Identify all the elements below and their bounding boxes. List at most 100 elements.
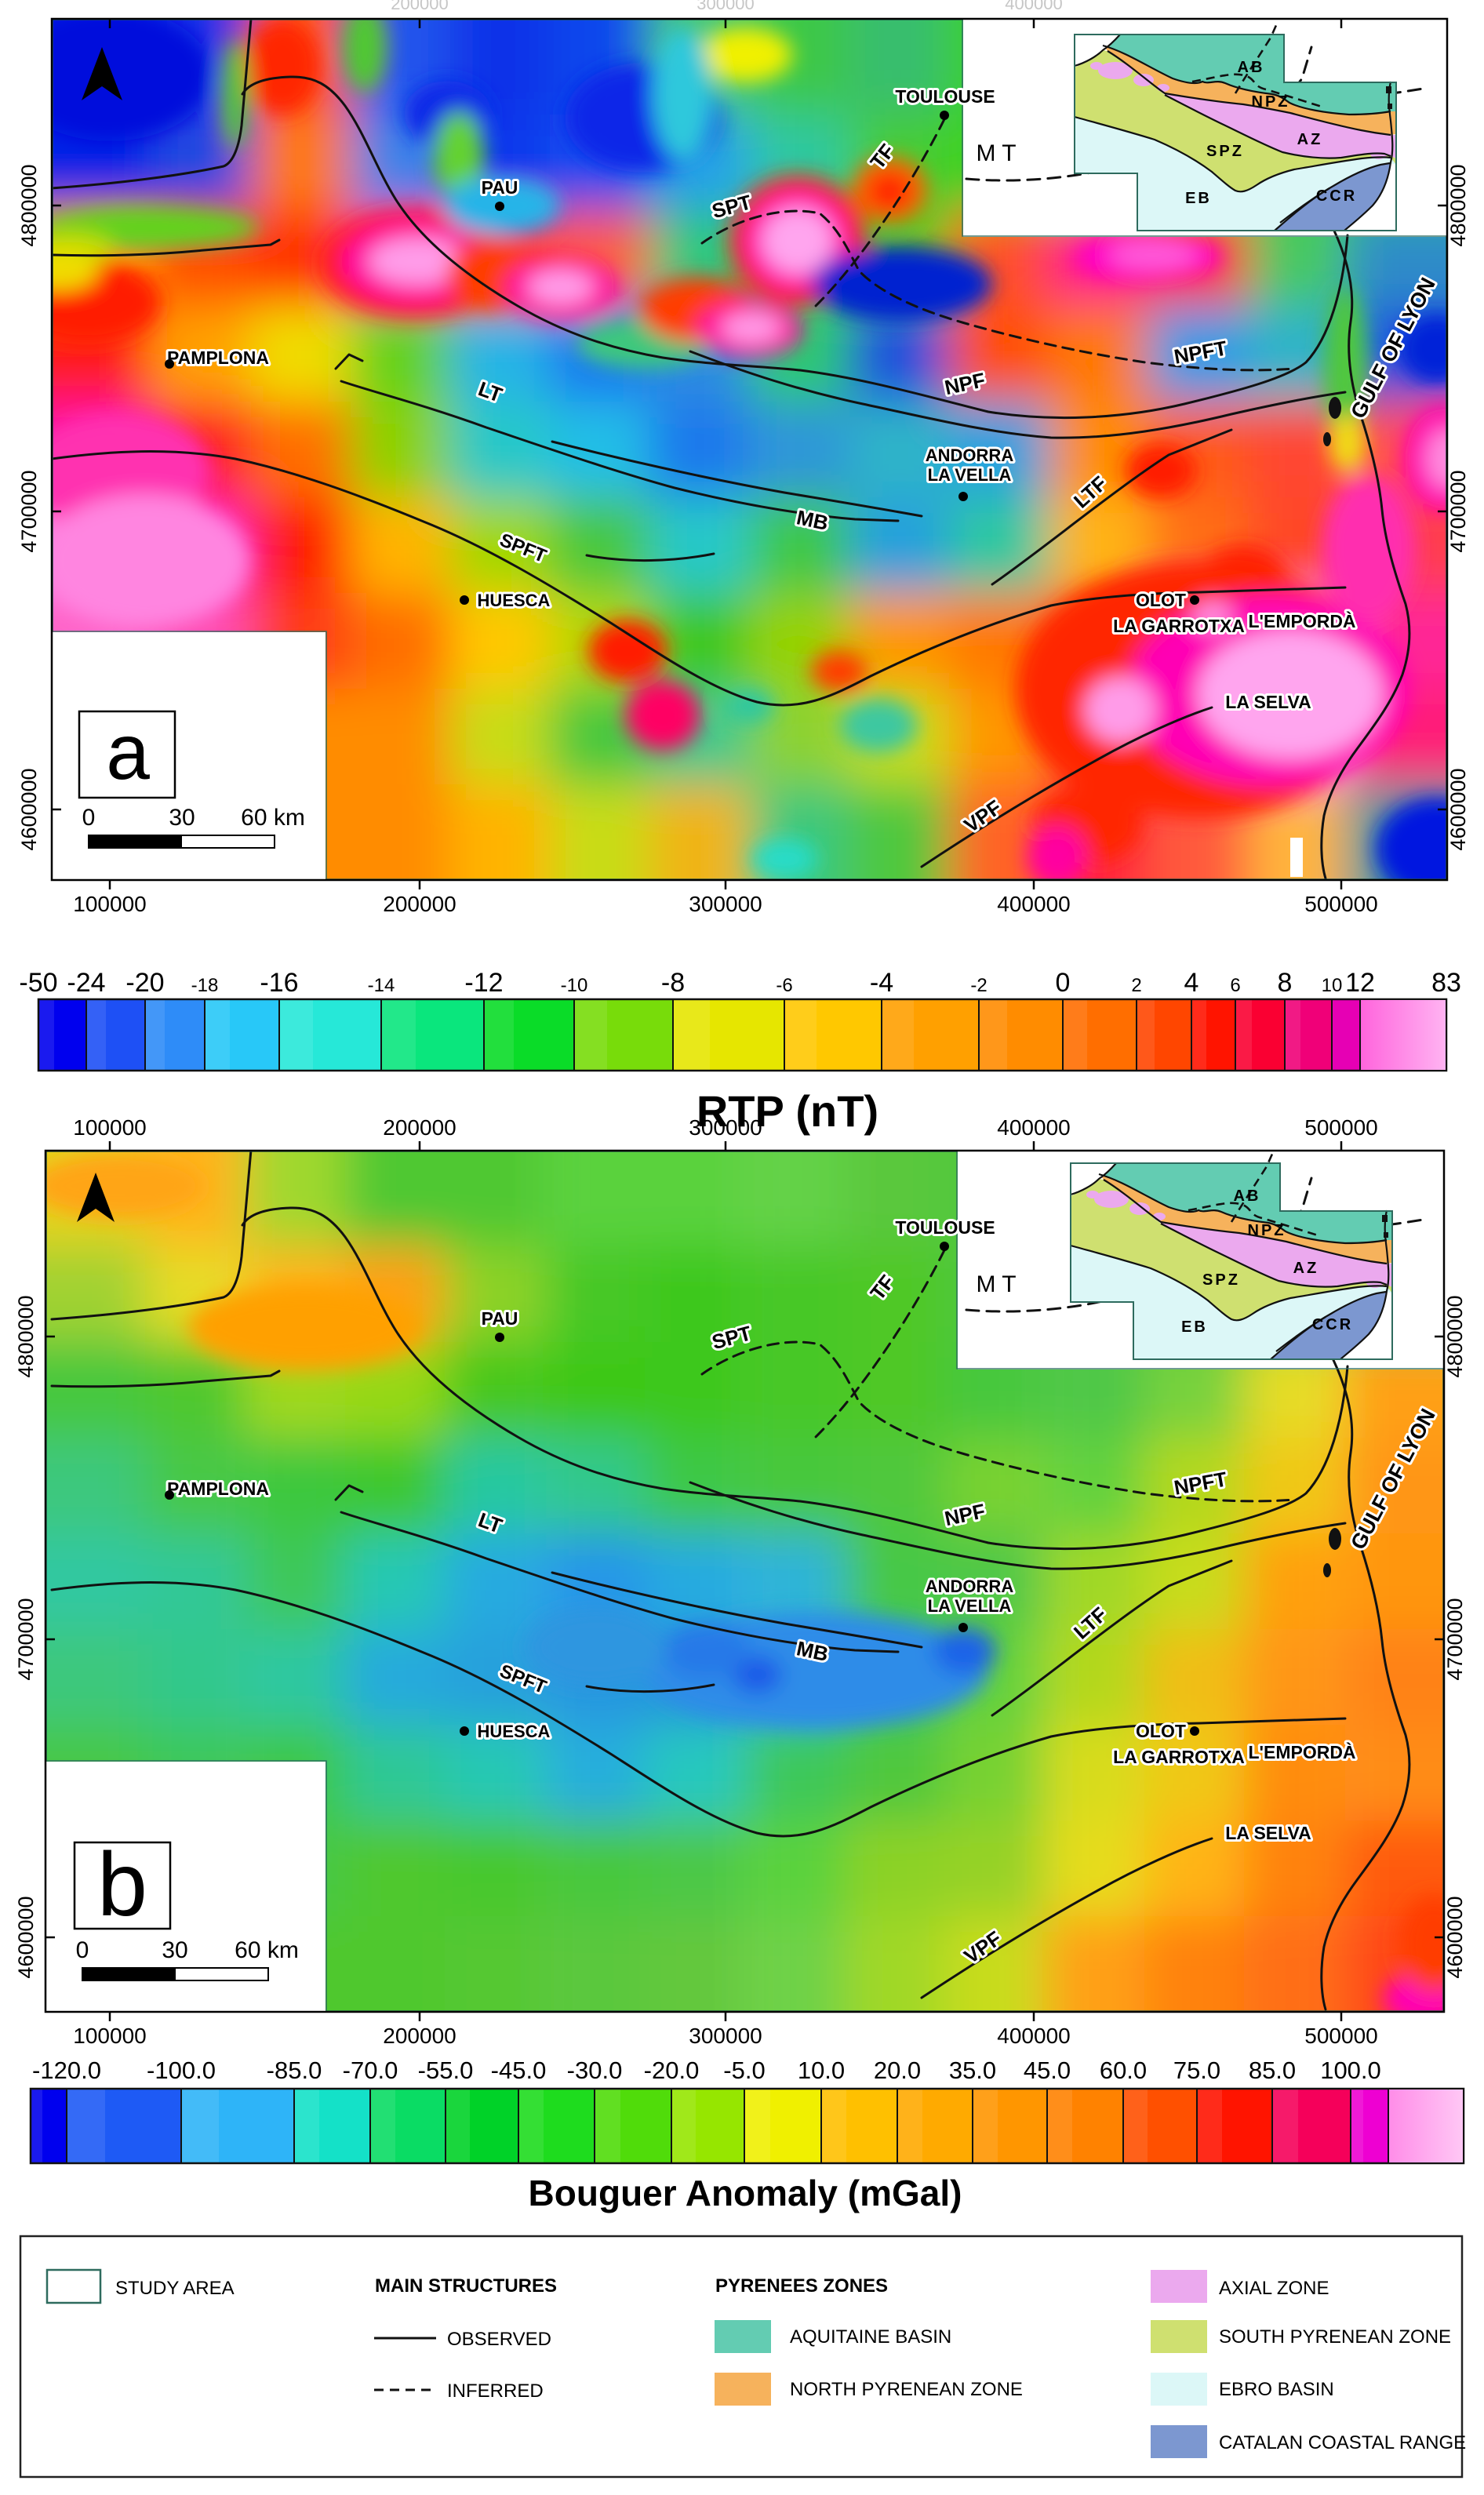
svg-text:-30.0: -30.0 [567,2057,623,2084]
svg-text:4800000: 4800000 [1446,164,1470,246]
svg-text:100000: 100000 [73,2024,146,2048]
svg-text:-85.0: -85.0 [267,2057,322,2084]
svg-text:4800000: 4800000 [17,164,41,246]
svg-text:400000: 400000 [997,1115,1070,1140]
svg-text:-20: -20 [125,968,164,998]
svg-text:-8: -8 [661,968,685,998]
svg-text:500000: 500000 [1304,2024,1377,2048]
svg-text:LA SELVA: LA SELVA [1225,1823,1311,1843]
svg-text:500000: 500000 [1304,892,1377,916]
svg-text:TOULOUSE: TOULOUSE [895,86,995,107]
svg-text:INFERRED: INFERRED [447,2380,544,2402]
svg-text:PAMPLONA: PAMPLONA [167,1478,269,1499]
svg-text:M T: M T [976,1271,1016,1297]
svg-text:-24: -24 [67,968,105,998]
svg-text:6: 6 [1230,975,1240,996]
svg-text:ANDORRA: ANDORRA [926,1577,1014,1596]
svg-text:PYRENEES ZONES: PYRENEES ZONES [715,2275,888,2297]
svg-text:20.0: 20.0 [874,2057,921,2084]
svg-text:TOULOUSE: TOULOUSE [895,1217,995,1238]
svg-text:83: 83 [1431,968,1461,998]
svg-text:400000: 400000 [997,892,1070,916]
svg-text:-16: -16 [260,968,298,998]
svg-text:-14: -14 [368,975,395,996]
svg-text:-5.0: -5.0 [723,2057,765,2084]
svg-text:60.0: 60.0 [1100,2057,1147,2084]
svg-text:-10: -10 [561,975,588,996]
svg-text:EBRO BASIN: EBRO BASIN [1219,2379,1334,2400]
svg-text:STUDY AREA: STUDY AREA [115,2278,235,2299]
svg-text:LA GARROTXA: LA GARROTXA [1113,616,1245,636]
svg-text:12: 12 [1345,968,1375,998]
svg-text:ANDORRA: ANDORRA [926,446,1014,465]
svg-text:35.0: 35.0 [949,2057,996,2084]
svg-text:NPFT: NPFT [1172,1467,1228,1499]
svg-text:PAMPLONA: PAMPLONA [167,347,269,368]
svg-text:4: 4 [1184,968,1199,998]
svg-text:400000: 400000 [997,2024,1070,2048]
svg-text:4600000: 4600000 [14,1896,38,1978]
svg-text:LA SELVA: LA SELVA [1225,692,1311,712]
svg-text:300000: 300000 [689,892,762,916]
svg-text:-100.0: -100.0 [147,2057,216,2084]
svg-text:PAU: PAU [482,1308,518,1329]
svg-text:-70.0: -70.0 [343,2057,398,2084]
svg-text:SOUTH PYRENEAN ZONE: SOUTH PYRENEAN ZONE [1219,2326,1451,2348]
svg-text:4700000: 4700000 [17,470,41,552]
svg-text:-20.0: -20.0 [644,2057,700,2084]
svg-text:10.0: 10.0 [798,2057,845,2084]
svg-text:MAIN STRUCTURES: MAIN STRUCTURES [375,2275,557,2297]
svg-text:8: 8 [1278,968,1293,998]
svg-text:500000: 500000 [1304,1115,1377,1140]
svg-text:OLOT: OLOT [1136,590,1186,610]
svg-text:200000: 200000 [383,892,456,916]
svg-text:60 km: 60 km [235,1937,299,1963]
svg-text:0: 0 [82,805,96,831]
svg-text:CATALAN COASTAL RANGE: CATALAN COASTAL RANGE [1219,2432,1466,2453]
svg-text:AQUITAINE BASIN: AQUITAINE BASIN [790,2326,951,2348]
svg-text:4600000: 4600000 [1446,768,1470,850]
svg-text:30: 30 [162,1937,187,1963]
svg-text:-45.0: -45.0 [491,2057,547,2084]
svg-text:400000: 400000 [1005,0,1062,13]
svg-text:LA VELLA: LA VELLA [928,1596,1012,1616]
svg-text:85.0: 85.0 [1249,2057,1296,2084]
svg-text:LA GARROTXA: LA GARROTXA [1113,1747,1245,1767]
svg-text:4700000: 4700000 [1443,1598,1467,1680]
svg-text:M T: M T [976,140,1016,166]
svg-text:4600000: 4600000 [1443,1896,1467,1978]
svg-text:75.0: 75.0 [1173,2057,1220,2084]
svg-text:-50: -50 [19,968,57,998]
svg-text:NORTH PYRENEAN ZONE: NORTH PYRENEAN ZONE [790,2379,1023,2400]
svg-text:45.0: 45.0 [1024,2057,1071,2084]
svg-text:a: a [106,708,150,796]
svg-text:Bouguer Anomaly (mGal): Bouguer Anomaly (mGal) [529,2173,962,2213]
svg-text:200000: 200000 [383,2024,456,2048]
svg-text:100000: 100000 [73,1115,146,1140]
svg-text:100.0: 100.0 [1320,2057,1381,2084]
svg-text:200000: 200000 [383,1115,456,1140]
svg-text:LA VELLA: LA VELLA [928,465,1012,485]
svg-text:2: 2 [1131,975,1141,996]
svg-text:4800000: 4800000 [14,1295,38,1377]
svg-text:-12: -12 [464,968,503,998]
svg-text:200000: 200000 [391,0,448,13]
svg-text:-6: -6 [776,975,792,996]
svg-text:OBSERVED: OBSERVED [447,2329,551,2350]
svg-text:4800000: 4800000 [1443,1295,1467,1377]
svg-text:300000: 300000 [697,0,754,13]
svg-text:0: 0 [1056,968,1071,998]
svg-text:AXIAL ZONE: AXIAL ZONE [1219,2278,1329,2299]
svg-text:L'EMPORDÀ: L'EMPORDÀ [1248,610,1355,631]
svg-text:RTP (nT): RTP (nT) [697,1086,878,1136]
svg-text:4600000: 4600000 [17,768,41,850]
svg-text:4700000: 4700000 [14,1598,38,1680]
svg-text:b: b [97,1835,147,1935]
svg-text:100000: 100000 [73,892,146,916]
svg-text:30: 30 [169,805,195,831]
svg-text:HUESCA: HUESCA [478,1722,551,1741]
svg-text:-2: -2 [970,975,987,996]
svg-text:60 km: 60 km [241,805,305,831]
svg-text:PAU: PAU [482,177,518,198]
svg-text:300000: 300000 [689,2024,762,2048]
